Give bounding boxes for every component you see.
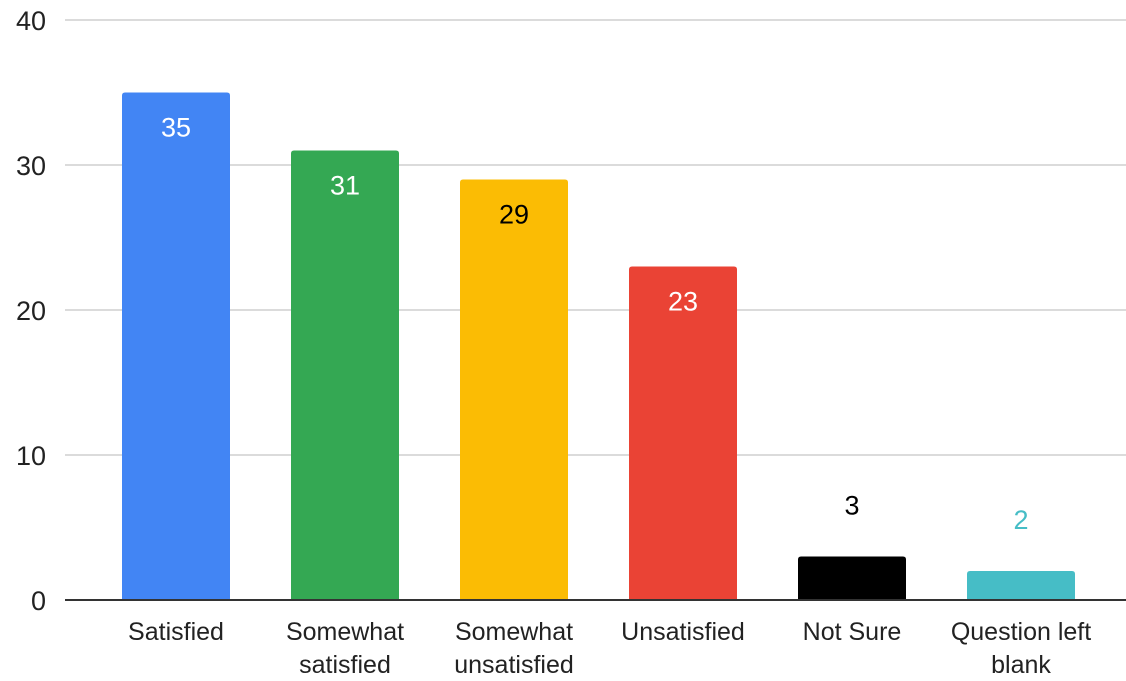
- gridlines: [65, 19, 1126, 456]
- x-category-label: Somewhat unsatisfied: [454, 618, 574, 679]
- bar: [629, 266, 737, 600]
- bar-value-label: 23: [668, 287, 698, 317]
- x-category-label: Not Sure: [803, 618, 902, 646]
- x-category-label-line: Satisfied: [128, 618, 224, 646]
- x-category-label: Question left blank: [951, 618, 1091, 679]
- x-axis-category-labels: Satisfied Somewhat satisfied Somewhat unsati…: [128, 618, 1091, 679]
- x-category-label: Unsatisfied: [621, 618, 745, 646]
- bar: [967, 571, 1075, 600]
- x-category-label: Somewhat satisfied: [286, 618, 404, 679]
- y-tick-label: 0: [31, 586, 46, 616]
- x-category-label-line: Somewhat: [455, 618, 573, 646]
- x-category-label-line: Unsatisfied: [621, 618, 745, 646]
- x-category-label: Satisfied: [128, 618, 224, 646]
- y-tick-label: 40: [16, 6, 46, 36]
- y-tick-label: 10: [16, 441, 46, 471]
- y-tick-label: 20: [16, 296, 46, 326]
- bar-value-labels: 35 31 29 23 3 2: [161, 113, 1029, 536]
- x-category-label-line: blank: [991, 651, 1051, 679]
- bar-value-label: 2: [1013, 505, 1028, 535]
- bar-value-label: 31: [330, 171, 360, 201]
- bar-value-label: 35: [161, 113, 191, 143]
- x-category-label-line: Question left: [951, 618, 1091, 646]
- y-tick-label: 30: [16, 151, 46, 181]
- x-category-label-line: unsatisfied: [454, 651, 574, 679]
- bar: [460, 179, 568, 600]
- bar: [291, 150, 399, 600]
- y-axis-tick-labels: 0 10 20 30 40: [16, 6, 46, 616]
- bar-value-label: 29: [499, 200, 529, 230]
- bar: [798, 556, 906, 600]
- bars: [122, 92, 1075, 600]
- bar-value-label: 3: [844, 491, 859, 521]
- x-category-label-line: Somewhat: [286, 618, 404, 646]
- bar: [122, 92, 230, 600]
- x-category-label-line: satisfied: [299, 651, 391, 679]
- x-category-label-line: Not Sure: [803, 618, 902, 646]
